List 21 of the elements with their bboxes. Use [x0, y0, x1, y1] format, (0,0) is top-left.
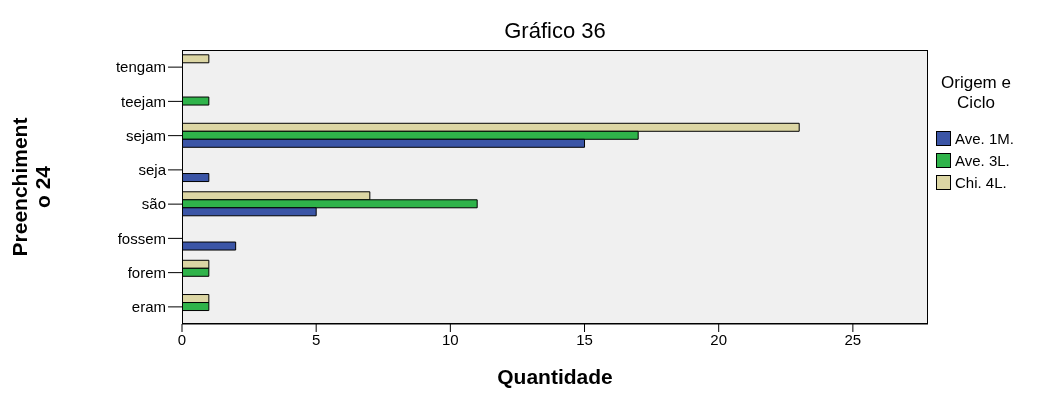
y-tick-label: teejam — [120, 92, 166, 110]
x-tick-label: 5 — [312, 330, 321, 348]
x-tick-label: 0 — [177, 330, 187, 348]
y-tick-label: são — [141, 195, 166, 213]
y-tick-label: eram — [131, 298, 166, 316]
chart-title: Gráfico 36 — [503, 18, 607, 44]
y-tick-label: sejam — [125, 126, 166, 144]
legend-label: Chi. 4L. — [955, 173, 1007, 191]
y-tick-label: fossem — [117, 229, 166, 247]
legend-title: Origem e Ciclo — [940, 73, 1012, 113]
legend-label: Ave. 1M. — [955, 129, 1014, 147]
y-tick-label: seja — [138, 161, 167, 179]
y-tick-label: forem — [127, 263, 166, 281]
y-tick-label: tengam — [115, 58, 166, 76]
x-tick-label: 20 — [710, 330, 728, 348]
y-axis-title: Preenchimento 24 — [8, 117, 54, 257]
x-tick-label: 25 — [844, 330, 862, 348]
x-tick-label: 10 — [442, 330, 459, 348]
x-axis-title: Quantidade — [496, 365, 614, 389]
x-tick-label: 15 — [576, 330, 593, 348]
legend-label: Ave. 3L. — [955, 151, 1010, 169]
